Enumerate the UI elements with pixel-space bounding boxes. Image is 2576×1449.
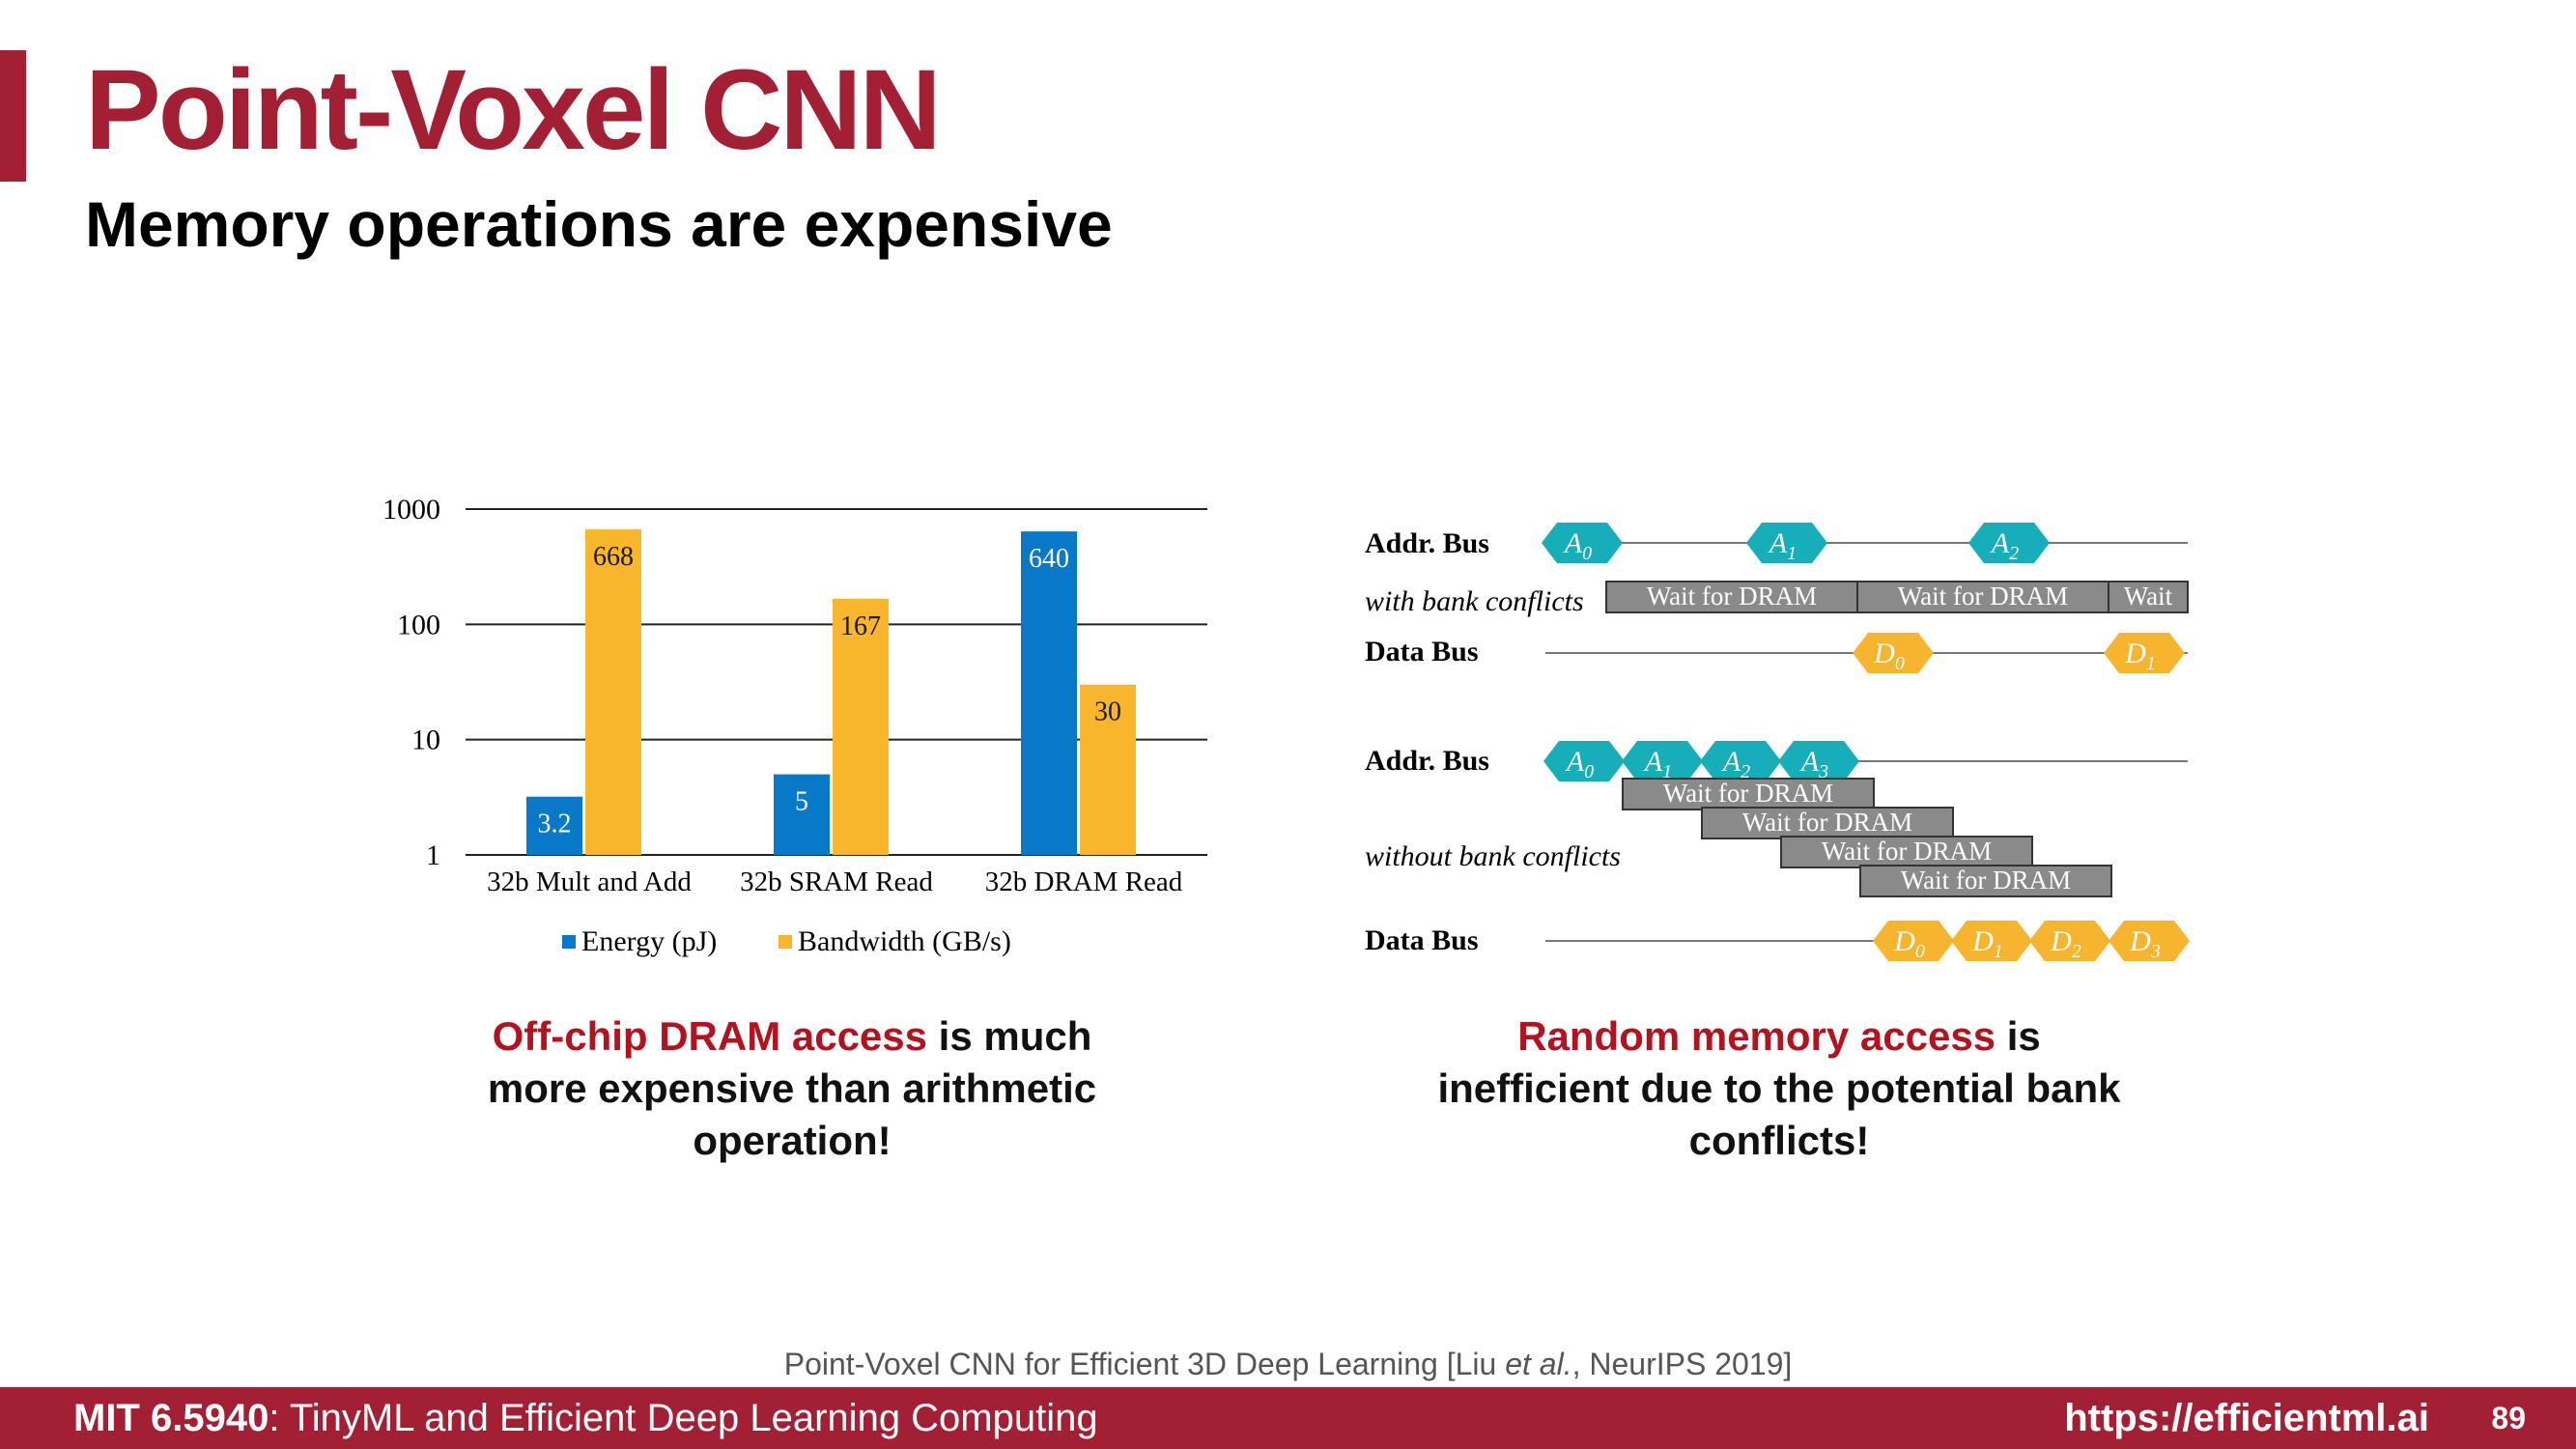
x-tick-label: 32b Mult and Add xyxy=(487,867,692,897)
data-label: 30 xyxy=(1094,697,1121,727)
data-token xyxy=(2029,921,2110,961)
slide-subtitle: Memory operations are expensive xyxy=(85,188,1113,260)
bus-label: Addr. Bus xyxy=(1365,527,1489,559)
data-token xyxy=(2104,633,2185,673)
wait-block xyxy=(1605,581,1858,613)
bus-label: Addr. Bus xyxy=(1365,745,1489,777)
citation-text-1: Point-Voxel CNN for Efficient 3D Deep Le… xyxy=(783,1347,1506,1381)
address-token xyxy=(1746,523,1827,563)
citation-italic: et al. xyxy=(1505,1347,1572,1381)
title-accent-bar xyxy=(0,50,26,182)
data-label: 5 xyxy=(795,787,808,817)
wait-label: Wait for DRAM xyxy=(1822,837,1992,866)
chart-caption-text-3: operation! xyxy=(693,1118,892,1163)
legend-swatch xyxy=(562,935,576,949)
bar xyxy=(585,528,641,855)
data-token xyxy=(1951,921,2032,961)
diagram-caption-highlight: Random memory access xyxy=(1517,1013,1996,1059)
token-label: A3 xyxy=(1799,746,1828,782)
slide-title: Point-Voxel CNN xyxy=(85,46,942,174)
citation-text-2: , NeurIPS 2019] xyxy=(1571,1347,1793,1381)
wait-block xyxy=(1859,865,2112,897)
footer-course-title: : TinyML and Efficient Deep Learning Com… xyxy=(269,1397,1098,1439)
address-token xyxy=(1543,741,1625,781)
wait-label: Wait for DRAM xyxy=(1898,582,2068,611)
energy-bandwidth-chart: 1 10 100 1000 32b Mult and Add 3.2 668 32b SRAM… xyxy=(382,494,1207,957)
wait-label: Wait for DRAM xyxy=(1647,582,1817,611)
footer-course: MIT 6.5940: TinyML and Efficient Deep Le… xyxy=(73,1397,1098,1440)
diagram-caption-text-1: is xyxy=(1996,1013,2041,1059)
data-label: 640 xyxy=(1029,544,1069,574)
bus-label: Data Bus xyxy=(1365,636,1479,668)
bar xyxy=(774,774,830,855)
address-token xyxy=(1700,741,1781,781)
data-token xyxy=(2109,921,2190,961)
legend-label: Energy (pJ) xyxy=(581,925,717,957)
y-tick-label: 1000 xyxy=(382,494,440,526)
y-tick-label: 10 xyxy=(411,724,440,756)
data-label: 3.2 xyxy=(538,810,572,839)
diagram-caption-text-2: inefficient due to the potential bank xyxy=(1437,1065,2121,1111)
footer-bar: MIT 6.5940: TinyML and Efficient Deep Le… xyxy=(0,1387,2576,1449)
data-label: 668 xyxy=(593,542,634,572)
footer-url-link[interactable]: https://efficientml.ai xyxy=(2064,1397,2429,1439)
bank-condition-label: without bank conflicts xyxy=(1365,840,1621,872)
wait-label: Wait xyxy=(2124,582,2173,611)
y-tick-label: 100 xyxy=(397,609,440,640)
wait-block xyxy=(2108,581,2189,613)
token-label: A1 xyxy=(1643,746,1672,782)
token-label: D3 xyxy=(2129,925,2161,962)
footer-course-code: MIT 6.5940 xyxy=(73,1397,269,1439)
data-token xyxy=(1853,633,1934,673)
address-token xyxy=(1622,741,1703,781)
address-token xyxy=(1542,523,1623,563)
bus-label: Data Bus xyxy=(1365,924,1479,956)
wait-label: Wait for DRAM xyxy=(1663,779,1833,808)
token-label: A1 xyxy=(1768,527,1797,564)
data-token xyxy=(1873,921,1954,961)
wait-block xyxy=(1701,807,1954,839)
data-label: 167 xyxy=(840,611,881,641)
bar xyxy=(833,598,889,855)
address-token xyxy=(1968,523,2050,563)
chart-caption-text-1: is much xyxy=(927,1013,1092,1059)
page-number: 89 xyxy=(2491,1401,2526,1435)
chart-caption: Off-chip DRAM access is much more expens… xyxy=(406,1010,1178,1167)
diagram-caption-text-3: conflicts! xyxy=(1688,1118,1870,1163)
chart-caption-highlight: Off-chip DRAM access xyxy=(492,1013,928,1059)
x-tick-label: 32b SRAM Read xyxy=(740,867,933,897)
legend-swatch xyxy=(778,935,792,949)
diagram-caption: Random memory access is inefficient due … xyxy=(1393,1010,2166,1167)
x-tick-label: 32b DRAM Read xyxy=(985,867,1183,897)
bank-condition-label: with bank conflicts xyxy=(1365,585,1584,617)
address-token xyxy=(1778,741,1859,781)
bar xyxy=(1021,531,1077,855)
wait-block xyxy=(1622,778,1875,810)
wait-block xyxy=(1856,581,2109,613)
legend-label: Bandwidth (GB/s) xyxy=(798,925,1011,957)
paper-citation: Point-Voxel CNN for Efficient 3D Deep Le… xyxy=(0,1347,2576,1382)
bar xyxy=(526,796,582,855)
wait-label: Wait for DRAM xyxy=(1901,866,2071,895)
y-tick-label: 1 xyxy=(426,839,440,871)
wait-label: Wait for DRAM xyxy=(1742,808,1912,837)
chart-caption-text-2: more expensive than arithmetic xyxy=(487,1065,1097,1111)
bar xyxy=(1080,684,1136,855)
